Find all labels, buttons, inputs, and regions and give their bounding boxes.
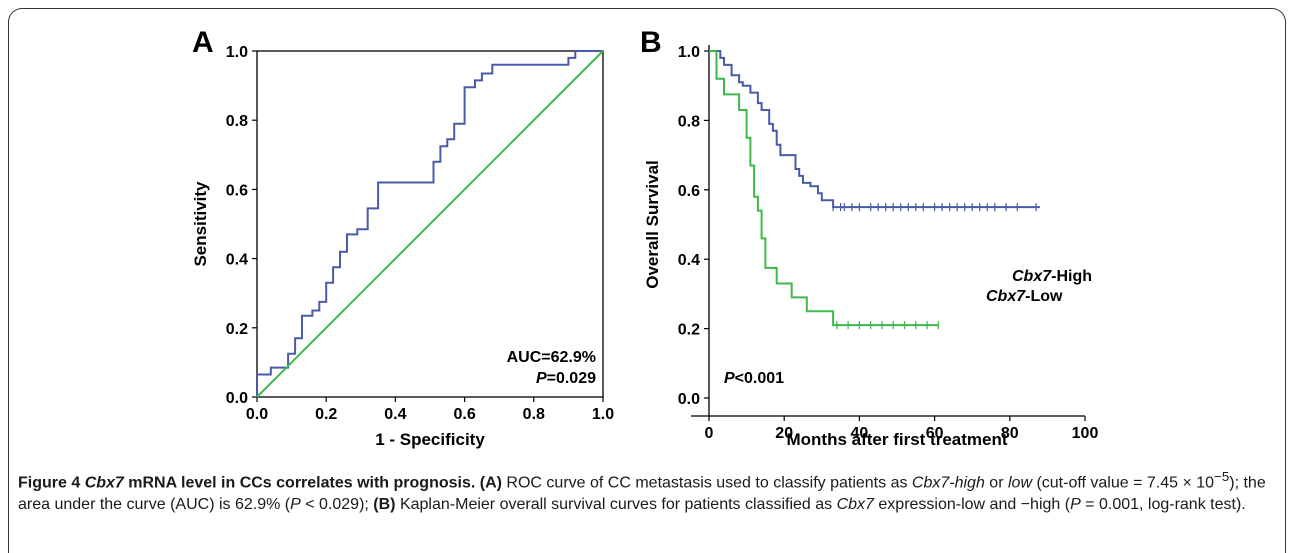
y-axis-label: Sensitivity — [191, 181, 210, 267]
y-tick-label: 0.4 — [226, 252, 248, 269]
caption-a-label: (A) — [479, 474, 502, 492]
y-tick-label: 0.2 — [226, 321, 248, 338]
series-label-1: Cbx7-High — [1012, 268, 1092, 285]
caption-text: (cut-off value = 7.45 × 10 — [1032, 474, 1215, 492]
x-tick-label: 0 — [705, 425, 714, 442]
figure-charts: 0.0 0.2 0.4 0.6 0.8 1.0 0.0 0.2 0.4 0.6 0.8 1.0 1 - … — [191, 26, 1098, 449]
caption-text: < 0.029); — [300, 496, 374, 514]
caption-figure-label: Figure 4 — [18, 474, 81, 492]
caption-text: ROC curve of CC metastasis used to class… — [501, 474, 912, 492]
series-line-2 — [709, 50, 939, 327]
y-tick-label: 1.0 — [678, 44, 700, 61]
annotation: P=0.029 — [536, 370, 596, 387]
caption-text: = 0.001, log-rank test). — [1080, 496, 1246, 514]
y-axis-label: Overall Survival — [643, 160, 662, 289]
caption-exponent: −5 — [1214, 469, 1230, 484]
x-tick-label: 80 — [1001, 425, 1019, 442]
y-tick-label: 0.0 — [226, 390, 248, 407]
y-tick-label: 0.8 — [678, 113, 700, 130]
series-line-1 — [256, 50, 603, 397]
y-tick-label: 0.8 — [226, 113, 248, 130]
x-tick-label: 0.0 — [246, 406, 268, 423]
caption-italic: low — [1007, 474, 1032, 492]
caption-italic: Cbx7 — [836, 496, 874, 514]
figure-frame — [8, 8, 1286, 553]
series-label-2: Cbx7-Low — [986, 288, 1063, 305]
caption-italic: Cbx7-high — [911, 474, 985, 492]
x-axis-label: 1 - Specificity — [375, 430, 485, 449]
caption-text: ); the area under the curve (AUC) is 62.… — [18, 474, 1266, 514]
caption-gene: Cbx7 — [84, 474, 124, 492]
x-tick-label: 100 — [1072, 425, 1099, 442]
annotation: AUC=62.9% — [507, 349, 596, 366]
y-tick-label: 0.6 — [226, 182, 248, 199]
series-line-1 — [709, 50, 1040, 209]
x-tick-label: 0.2 — [315, 406, 337, 423]
x-tick-label: 1.0 — [592, 406, 614, 423]
panel-a-roc: 0.0 0.2 0.4 0.6 0.8 1.0 0.0 0.2 0.4 0.6 0.8 1.0 1 - … — [191, 26, 614, 449]
caption-italic: P — [290, 496, 301, 514]
annotation: P<0.001 — [724, 370, 784, 387]
caption-text: or — [984, 474, 1008, 492]
x-tick-label: 0.6 — [453, 406, 475, 423]
caption-title: mRNA level in CCs correlates with progno… — [123, 474, 476, 492]
caption-italic: P — [1070, 496, 1081, 514]
panel-label: B — [640, 26, 662, 59]
caption-text: expression-low and −high ( — [873, 496, 1071, 514]
y-tick-label: 0.2 — [678, 322, 700, 339]
figure-caption: Figure 4 Cbx7 mRNA level in CCs correlat… — [18, 466, 1268, 516]
caption-b-label: (B) — [373, 496, 396, 514]
caption-text: Kaplan-Meier overall survival curves for… — [395, 496, 837, 514]
y-tick-label: 0.6 — [678, 183, 700, 200]
panel-label: A — [192, 26, 214, 59]
x-tick-label: 40 — [851, 425, 869, 442]
x-tick-label: 0.8 — [523, 406, 545, 423]
x-tick-label: 20 — [775, 425, 793, 442]
x-tick-label: 60 — [926, 425, 944, 442]
x-axis-label: Months after first treatment — [786, 430, 1007, 449]
plot-frame — [256, 50, 604, 398]
y-tick-label: 1.0 — [226, 44, 248, 61]
y-tick-label: 0.0 — [678, 391, 700, 408]
y-tick-label: 0.4 — [678, 252, 700, 269]
panel-b-survival: 0.0 0.2 0.4 0.6 0.8 1.0 0 20 40 60 80 100 Months aft… — [640, 26, 1098, 449]
series-line-2 — [256, 50, 604, 398]
x-tick-label: 0.4 — [384, 406, 406, 423]
